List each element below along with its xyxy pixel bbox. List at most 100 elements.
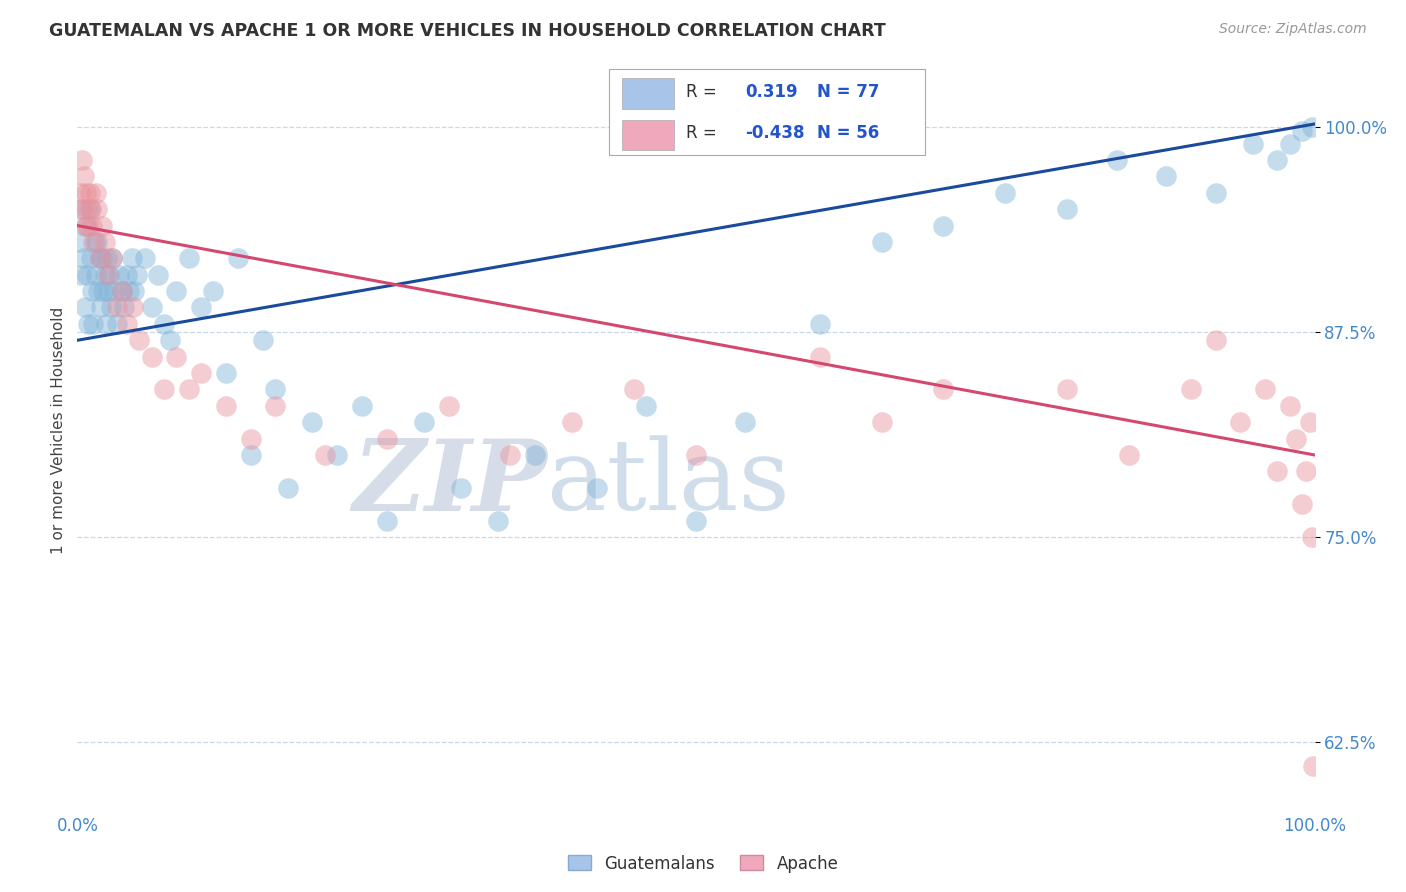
Point bbox=[101, 252, 124, 266]
Point bbox=[1291, 123, 1313, 137]
Point bbox=[870, 415, 893, 429]
Point bbox=[301, 415, 323, 429]
Point bbox=[118, 284, 141, 298]
Point bbox=[177, 383, 200, 397]
Point bbox=[190, 366, 212, 380]
Text: -0.438: -0.438 bbox=[745, 124, 806, 143]
Point bbox=[115, 317, 138, 331]
Point bbox=[125, 268, 148, 282]
Text: N = 56: N = 56 bbox=[817, 124, 880, 143]
Point bbox=[82, 284, 104, 298]
Point bbox=[86, 202, 108, 217]
Point bbox=[100, 301, 122, 315]
Point bbox=[1154, 169, 1177, 184]
Point bbox=[79, 202, 101, 217]
Point bbox=[76, 202, 98, 217]
Point bbox=[89, 252, 111, 266]
Point bbox=[252, 333, 274, 347]
Point bbox=[1056, 383, 1078, 397]
Point bbox=[82, 219, 104, 233]
Point bbox=[82, 235, 104, 249]
Point bbox=[1298, 415, 1320, 429]
Point bbox=[277, 481, 299, 495]
Point bbox=[103, 284, 125, 298]
Point bbox=[98, 268, 121, 282]
Point bbox=[72, 202, 94, 217]
Point bbox=[1105, 153, 1128, 167]
Point bbox=[499, 448, 522, 462]
Point bbox=[314, 448, 336, 462]
Point bbox=[636, 399, 658, 413]
Point bbox=[105, 301, 128, 315]
FancyBboxPatch shape bbox=[609, 69, 925, 155]
Point bbox=[870, 235, 893, 249]
Point bbox=[76, 268, 98, 282]
Text: ZIP: ZIP bbox=[353, 435, 547, 532]
Text: N = 77: N = 77 bbox=[817, 83, 880, 101]
Text: atlas: atlas bbox=[547, 435, 790, 531]
Point bbox=[1180, 383, 1202, 397]
Point bbox=[1267, 464, 1289, 478]
Point bbox=[450, 481, 472, 495]
Point bbox=[685, 448, 707, 462]
Point bbox=[91, 219, 114, 233]
Point bbox=[808, 317, 831, 331]
Point bbox=[112, 301, 135, 315]
Point bbox=[97, 268, 120, 282]
Point bbox=[122, 284, 145, 298]
Point bbox=[1301, 120, 1323, 135]
Y-axis label: 1 or more Vehicles in Household: 1 or more Vehicles in Household bbox=[51, 307, 66, 554]
Point bbox=[80, 202, 103, 217]
Point bbox=[561, 415, 583, 429]
Point bbox=[215, 399, 238, 413]
Point bbox=[83, 235, 105, 249]
Text: R =: R = bbox=[686, 124, 717, 143]
Point bbox=[77, 317, 100, 331]
Point bbox=[1301, 530, 1323, 544]
Point bbox=[72, 252, 94, 266]
Point bbox=[69, 235, 91, 249]
Point bbox=[70, 202, 93, 217]
Point bbox=[375, 432, 398, 446]
Point bbox=[97, 284, 120, 298]
Point bbox=[79, 186, 101, 200]
Point bbox=[437, 399, 460, 413]
Point bbox=[69, 186, 91, 200]
Point bbox=[239, 448, 262, 462]
Point bbox=[1241, 136, 1264, 151]
Bar bbox=[621, 78, 673, 109]
Text: Source: ZipAtlas.com: Source: ZipAtlas.com bbox=[1219, 22, 1367, 37]
Point bbox=[524, 448, 547, 462]
Point bbox=[190, 301, 212, 315]
Point bbox=[1229, 415, 1251, 429]
Point bbox=[115, 268, 138, 282]
Point bbox=[202, 284, 225, 298]
Point bbox=[1056, 202, 1078, 217]
Point bbox=[1295, 464, 1317, 478]
Point bbox=[350, 399, 373, 413]
Point bbox=[734, 415, 756, 429]
Point bbox=[165, 350, 187, 364]
Point bbox=[72, 169, 94, 184]
Point bbox=[1291, 497, 1313, 511]
Text: R =: R = bbox=[686, 83, 717, 101]
Point bbox=[1278, 399, 1301, 413]
Point bbox=[73, 301, 96, 315]
Point bbox=[84, 268, 107, 282]
Point bbox=[90, 301, 112, 315]
Point bbox=[75, 219, 97, 233]
Point bbox=[1278, 136, 1301, 151]
Point bbox=[375, 514, 398, 528]
Point bbox=[486, 514, 509, 528]
Point bbox=[93, 268, 115, 282]
Point bbox=[586, 481, 609, 495]
Point bbox=[84, 186, 107, 200]
Legend: Guatemalans, Apache: Guatemalans, Apache bbox=[561, 848, 845, 880]
Bar bbox=[621, 120, 673, 150]
Point bbox=[87, 284, 110, 298]
Point bbox=[153, 317, 176, 331]
Point bbox=[75, 186, 97, 200]
Point bbox=[82, 317, 104, 331]
Point bbox=[1205, 333, 1227, 347]
Point bbox=[70, 268, 93, 282]
